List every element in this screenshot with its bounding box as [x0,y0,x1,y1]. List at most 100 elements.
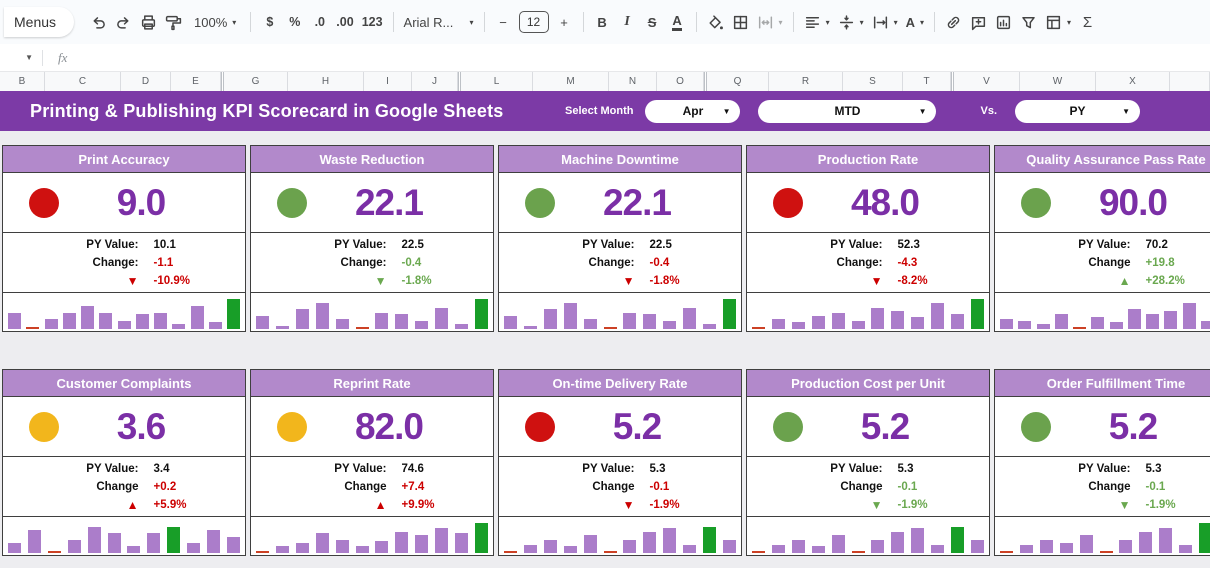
sparkline-bar [415,320,429,329]
column-header-I[interactable]: I [364,72,412,91]
merge-cells-button[interactable]: ▾ [753,8,787,36]
column-header-T[interactable]: T [903,72,951,91]
text-wrap-button[interactable]: ▾ [868,8,902,36]
sparkline-bar [1000,551,1013,553]
chevron-down-icon: ▾ [859,17,864,27]
decrease-decimal-button[interactable]: .0 [314,15,326,29]
strikethrough-button[interactable]: S [647,14,657,30]
change-value: -0.1 [897,480,918,493]
zoom-select[interactable]: 100% ▾ [186,8,244,36]
column-header-B[interactable]: B [0,72,45,91]
insert-link-button[interactable] [941,8,966,36]
kpi-value: 90.0 [1098,181,1168,223]
paint-format-button[interactable] [161,8,186,36]
kpi-value: 9.0 [116,181,166,223]
kpi-card: Reprint Rate 82.0 PY Value: 74.6 Change … [250,369,494,556]
change-label: Change: [836,256,883,269]
kpi-card-header: Order Fulfillment Time [995,370,1210,397]
period-dropdown[interactable]: MTD ▼ [758,99,937,123]
italic-button[interactable]: I [624,14,630,29]
py-value: 22.5 [401,238,424,251]
select-month-label: Select Month [565,105,634,117]
print-button[interactable] [136,8,161,36]
sparkline-bar [771,544,785,553]
column-header-X[interactable]: X [1096,72,1170,91]
sparkline-bar [335,319,349,329]
sparkline-bar [226,536,240,553]
insert-comment-button[interactable] [966,8,991,36]
chevron-down-icon: ▼ [1122,106,1130,116]
sparkline-bar [951,314,965,329]
sparkline-bar [911,528,925,553]
create-filter-icon [1022,16,1035,28]
horizontal-align-button[interactable]: ▾ [800,8,834,36]
more-formats-button[interactable]: 123 [361,15,383,29]
column-header-N[interactable]: N [609,72,657,91]
decrease-font-size-button[interactable]: − [499,14,507,30]
column-header-M[interactable]: M [533,72,609,91]
column-header-C[interactable]: C [45,72,121,91]
column-header-L[interactable]: L [461,72,533,91]
column-header-W[interactable]: W [1020,72,1096,91]
format-percent-button[interactable]: % [289,15,301,29]
redo-button[interactable] [111,8,136,36]
vertical-align-button[interactable]: ▾ [834,8,868,36]
period-value: MTD [834,104,861,118]
insert-chart-button[interactable] [991,8,1016,36]
trend-arrow-icon: ▼ [870,273,883,288]
increase-decimal-button[interactable]: .00 [336,15,354,29]
chevron-down-icon: ▾ [232,17,237,27]
format-currency-button[interactable]: $ [266,15,274,29]
hidden-column-divider [951,72,954,91]
banner-controls: Select Month Apr ▼ MTD ▼ Vs. PY ▼ [565,99,1140,123]
name-box[interactable]: ▼ [0,53,42,62]
column-header-J[interactable]: J [412,72,458,91]
column-header-O[interactable]: O [657,72,704,91]
py-value: 74.6 [401,462,424,475]
table-views-button[interactable]: ▾ [1041,8,1075,36]
sparkline [499,516,741,555]
change-value: -0.1 [1145,480,1166,493]
month-dropdown[interactable]: Apr ▼ [645,99,741,123]
functions-button[interactable]: Σ [1082,13,1093,31]
trend-arrow-icon: ▲ [1118,273,1131,288]
column-header-E[interactable]: E [171,72,221,91]
column-header-Q[interactable]: Q [707,72,769,91]
column-header-G[interactable]: G [224,72,288,91]
fx-icon[interactable]: fx [58,49,68,65]
increase-font-size-button[interactable]: + [560,14,568,30]
kpi-card-header: Quality Assurance Pass Rate [995,146,1210,173]
py-label: PY Value: [86,462,139,475]
column-header-H[interactable]: H [288,72,364,91]
kpi-stats: PY Value: 70.2 Change +19.8 ▲ +28.2% [995,232,1210,292]
sparkline-bar [1039,539,1053,553]
py-label: PY Value: [334,462,387,475]
menus-button[interactable]: Menus [4,7,75,37]
kpi-card-header: On-time Delivery Rate [499,370,741,397]
sparkline-bar [395,531,409,553]
hidden-column-divider [458,72,461,91]
sparkline-bar [335,539,349,553]
py-label: PY Value: [1078,238,1131,251]
chevron-down-icon: ▾ [469,17,474,27]
column-header-V[interactable]: V [954,72,1020,91]
create-filter-button[interactable] [1016,8,1041,36]
sparkline-bar [851,551,865,553]
column-header-R[interactable]: R [769,72,843,91]
sparkline-bar [227,299,240,329]
borders-button[interactable] [728,8,753,36]
text-color-button[interactable]: A [665,8,690,36]
font-select[interactable]: Arial R... ▾ [400,8,478,36]
compare-dropdown[interactable]: PY ▼ [1015,99,1140,123]
toolbar: Menus 100% ▾ $ % .0 .00 123 Arial R... ▾… [0,0,1210,44]
bold-button[interactable]: B [597,14,607,30]
text-rotation-button[interactable]: A ▾ [902,8,928,36]
column-header-S[interactable]: S [843,72,903,91]
undo-button[interactable] [86,8,111,36]
column-header-trailing[interactable] [1170,72,1210,91]
font-size-input[interactable]: 12 [518,11,549,33]
fill-color-button[interactable] [703,8,728,36]
sparkline-bar [117,320,131,329]
column-header-D[interactable]: D [121,72,171,91]
sparkline-bar [8,312,21,329]
